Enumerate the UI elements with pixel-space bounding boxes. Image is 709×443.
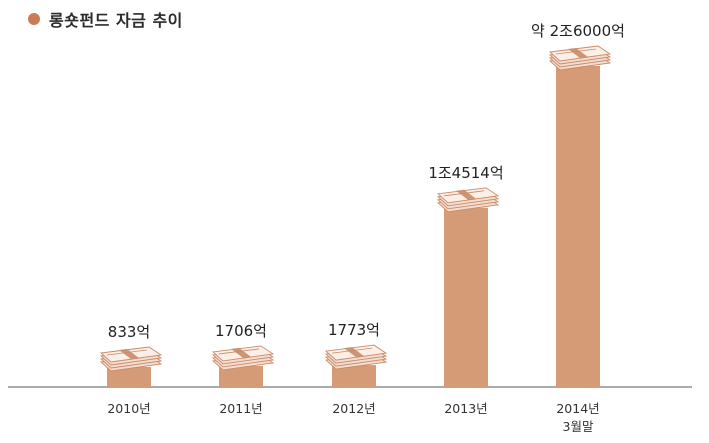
- chart-title: 롱숏펀드 자금 추이: [49, 11, 183, 30]
- bar-1: [219, 365, 263, 387]
- category-label: 2012년: [332, 401, 375, 416]
- bar-2: [332, 365, 376, 387]
- money-bundle-icon: [99, 346, 163, 372]
- value-label: 833억: [108, 323, 150, 341]
- bar-3: [444, 207, 488, 387]
- value-label: 1773억: [328, 321, 380, 339]
- category-label: 2014년: [556, 401, 599, 416]
- category-label: 2010년: [107, 401, 150, 416]
- money-bundle-icon: [211, 345, 275, 371]
- value-label: 1조4514억: [428, 164, 503, 182]
- title-bullet-icon: [28, 13, 40, 25]
- category-label: 2011년: [219, 401, 262, 416]
- category-label: 3월말: [563, 419, 594, 434]
- money-bundle-icon: [436, 187, 500, 213]
- value-label: 약 2조6000억: [531, 22, 625, 40]
- money-bundle-icon: [548, 45, 612, 71]
- category-label: 2013년: [444, 401, 487, 416]
- value-label: 1706억: [215, 322, 267, 340]
- bar-4: [556, 66, 600, 387]
- chart-title-block: 롱숏펀드 자금 추이: [28, 8, 183, 30]
- bar-0: [107, 367, 151, 387]
- money-bundle-icon: [324, 344, 388, 370]
